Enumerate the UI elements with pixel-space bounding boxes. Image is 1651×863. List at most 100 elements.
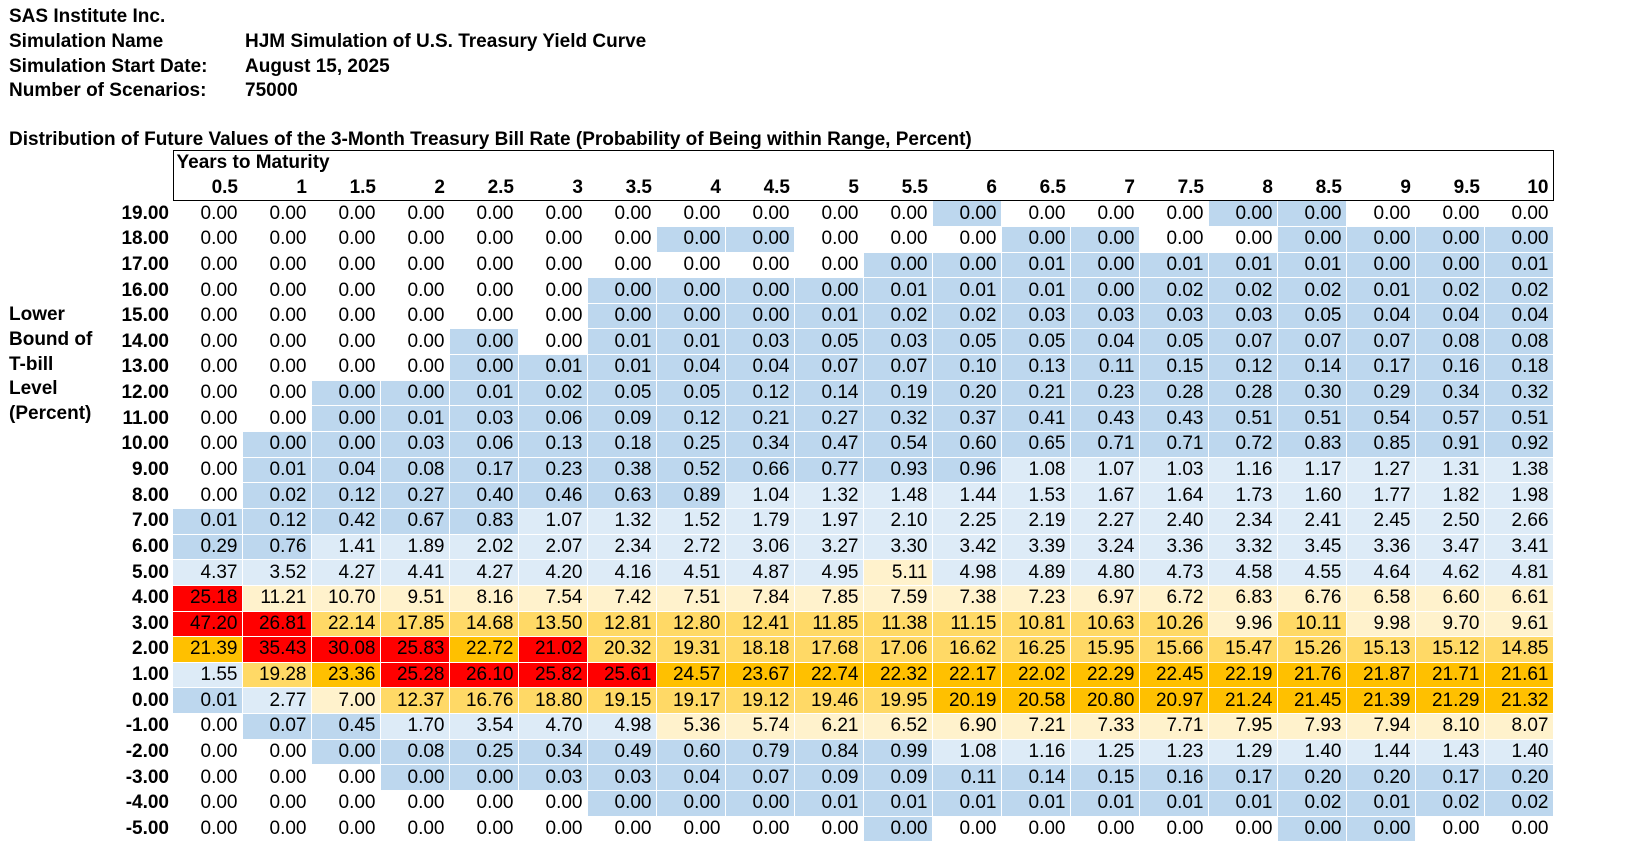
value-cell: 8.10 (1415, 713, 1485, 740)
value-cell: 0.07 (863, 354, 933, 381)
column-header: 3 (518, 175, 587, 202)
value-cell: 1.48 (863, 482, 933, 509)
value-cell: 0.00 (932, 200, 1002, 227)
value-cell: 0.01 (587, 354, 657, 381)
column-header: 9.5 (1415, 175, 1484, 202)
value-cell: 0.00 (242, 226, 312, 253)
value-cell: 19.15 (587, 687, 657, 715)
value-cell: 0.00 (794, 252, 864, 279)
value-cell: 19.12 (725, 687, 795, 715)
value-cell: 7.00 (311, 687, 381, 715)
table-row: 16.00 0.00 0.00 0.00 0.00 0.00 0.00 0.00 0.00 0.0… (9, 277, 1554, 304)
value-cell: 0.25 (656, 431, 726, 458)
value-cell: 0.14 (1277, 354, 1347, 381)
table-row: -4.00 0.00 0.00 0.00 0.00 0.00 0.00 0.00 0.00 0.0… (9, 790, 1554, 817)
value-cell: 12.41 (725, 611, 795, 638)
table-row: 18.00 0.00 0.00 0.00 0.00 0.00 0.00 0.00 0.00 0.0… (9, 226, 1554, 253)
value-cell: 19.46 (794, 687, 864, 715)
value-cell: 0.72 (1208, 431, 1278, 458)
value-cell: 0.00 (380, 226, 450, 253)
value-cell: 1.70 (380, 713, 450, 740)
value-cell: 7.23 (1001, 585, 1071, 612)
value-cell: 0.01 (932, 277, 1002, 304)
value-cell: 12.37 (380, 687, 450, 715)
value-cell: 3.36 (1139, 534, 1209, 561)
value-cell: 25.82 (518, 662, 588, 689)
value-cell: 0.09 (587, 405, 657, 433)
column-header: 3.5 (587, 175, 656, 202)
value-cell: 0.04 (311, 457, 381, 484)
value-cell: 0.02 (1277, 790, 1347, 817)
value-cell: 0.03 (1208, 303, 1278, 330)
value-cell: 0.71 (1070, 431, 1140, 458)
value-cell: 0.47 (794, 431, 864, 458)
value-cell: 0.00 (1484, 200, 1554, 227)
value-cell: 25.18 (173, 585, 243, 612)
value-cell: 0.01 (1346, 790, 1416, 817)
value-cell: 0.00 (587, 252, 657, 279)
value-cell: 0.00 (1070, 252, 1140, 279)
value-cell: 0.60 (932, 431, 1002, 458)
value-cell: 1.31 (1415, 457, 1485, 484)
value-cell: 0.17 (1208, 764, 1278, 792)
value-cell: 0.28 (1139, 380, 1209, 407)
value-cell: 0.34 (518, 739, 588, 766)
value-cell: 17.68 (794, 636, 864, 663)
value-cell: 0.00 (449, 303, 519, 330)
value-cell: 3.36 (1346, 534, 1416, 561)
value-cell: 0.00 (173, 431, 243, 458)
value-cell: 0.00 (242, 380, 312, 407)
value-cell: 0.08 (380, 457, 450, 484)
value-cell: 0.00 (932, 226, 1002, 253)
value-cell: 26.81 (242, 611, 312, 638)
value-cell: 0.00 (380, 354, 450, 381)
value-cell: 21.02 (518, 636, 588, 663)
table-row: -2.00 0.00 0.00 0.00 0.08 0.25 0.34 0.49 0.60 0.7… (9, 739, 1554, 766)
value-cell: 1.17 (1277, 457, 1347, 484)
value-cell: 9.96 (1208, 611, 1278, 638)
company-name: SAS Institute Inc. (9, 6, 166, 27)
value-cell: 2.27 (1070, 508, 1140, 535)
value-cell: 0.02 (518, 380, 588, 407)
column-header: 2 (380, 175, 449, 202)
value-cell: 1.03 (1139, 457, 1209, 484)
value-cell: 0.11 (1070, 354, 1140, 381)
value-cell: 6.76 (1277, 585, 1347, 612)
value-cell: 0.19 (863, 380, 933, 407)
value-cell: 6.90 (932, 713, 1002, 740)
value-cell: 0.00 (242, 303, 312, 330)
value-cell: 9.61 (1484, 611, 1554, 638)
value-cell: 0.01 (1139, 252, 1209, 279)
value-cell: 20.97 (1139, 687, 1209, 715)
value-cell: 0.00 (380, 277, 450, 304)
empty-cell (9, 278, 109, 304)
value-cell: 4.55 (1277, 559, 1347, 586)
table-row: 14.00 0.00 0.00 0.00 0.00 0.00 0.00 0.01 0.01 0.0… (9, 328, 1554, 356)
value-cell: 1.44 (1346, 739, 1416, 766)
value-cell: 1.79 (725, 508, 795, 535)
value-cell: 0.13 (1001, 354, 1071, 381)
value-cell: 0.00 (1139, 200, 1209, 227)
value-cell: 4.89 (1001, 559, 1071, 586)
value-cell: 0.20 (1484, 764, 1554, 792)
value-cell: 0.91 (1415, 431, 1485, 458)
value-cell: 0.00 (311, 252, 381, 279)
value-cell: 0.00 (173, 303, 243, 330)
value-cell: 2.02 (449, 534, 519, 561)
value-cell: 23.67 (725, 662, 795, 689)
corner-cell (109, 151, 173, 176)
value-cell: 1.44 (932, 482, 1002, 509)
value-cell: 0.00 (311, 405, 381, 433)
value-cell: 0.00 (725, 252, 795, 279)
value-cell: 6.61 (1484, 585, 1554, 612)
value-cell: 0.00 (518, 277, 588, 304)
value-cell: 0.02 (1415, 790, 1485, 817)
value-cell: 0.01 (1001, 277, 1071, 304)
value-cell: 22.74 (794, 662, 864, 689)
value-cell: 0.05 (1139, 328, 1209, 356)
value-cell: 0.01 (1001, 790, 1071, 817)
value-cell: 0.00 (449, 252, 519, 279)
table-title: Distribution of Future Values of the 3-M… (9, 129, 972, 150)
value-cell: 0.01 (173, 508, 243, 535)
value-cell: 0.00 (380, 328, 450, 356)
